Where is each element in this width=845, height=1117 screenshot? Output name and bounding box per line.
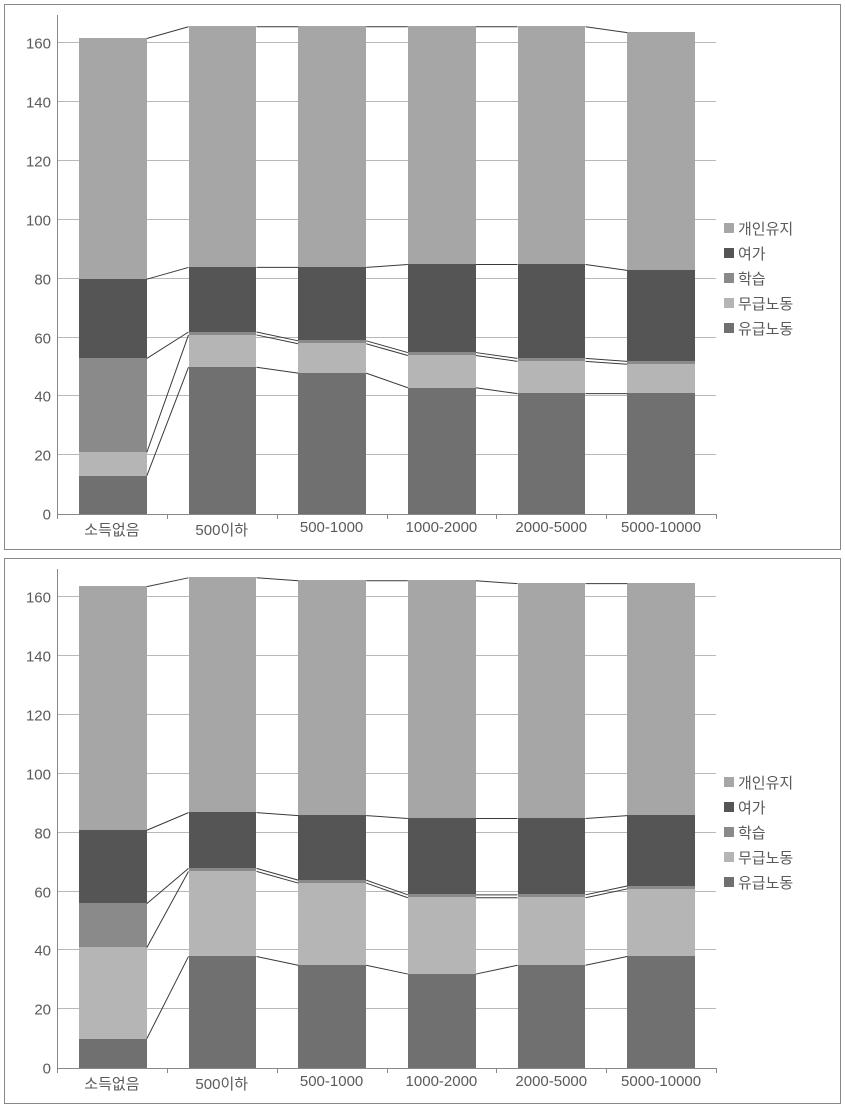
y-tick-label: 160: [26, 36, 51, 53]
legend-item: 무급노동: [724, 293, 834, 314]
legend-label: 여가: [738, 243, 766, 264]
x-tick-label: 소득없음: [84, 519, 139, 540]
y-tick-label: 40: [34, 389, 51, 406]
legend-item: 유급노동: [724, 318, 834, 339]
legend-swatch: [724, 802, 734, 812]
legend-swatch: [724, 273, 734, 283]
legend-label: 무급노동: [738, 293, 793, 314]
y-tick-label: 0: [43, 1061, 51, 1078]
legend-label: 개인유지: [738, 218, 793, 239]
y-tick-label: 100: [26, 212, 51, 229]
legend-swatch: [724, 777, 734, 787]
x-tick-label: 1000-2000: [406, 1073, 478, 1090]
y-axis: 020406080100120140160: [11, 15, 57, 515]
legend-item: 학습: [724, 822, 834, 843]
plot-area: [57, 569, 716, 1069]
legend-label: 무급노동: [738, 847, 793, 868]
x-tick-label: 500-1000: [300, 519, 363, 536]
plot-area: [57, 15, 716, 515]
y-tick-label: 60: [34, 330, 51, 347]
y-tick-label: 120: [26, 708, 51, 725]
chart-bottom: 0 20 40 60 80 100 120 140 160 소득없음 500이하 500-1000 10…: [4, 558, 841, 1104]
legend-label: 학습: [738, 822, 766, 843]
x-tick-label: 500-1000: [300, 1073, 363, 1090]
y-tick-label: 160: [26, 590, 51, 607]
legend-swatch: [724, 298, 734, 308]
y-tick-label: 40: [34, 943, 51, 960]
y-tick-label: 140: [26, 95, 51, 112]
legend-label: 유급노동: [738, 872, 793, 893]
x-tick-label: 소득없음: [84, 1073, 139, 1094]
y-tick-label: 0: [43, 507, 51, 524]
connector-lines: [58, 569, 716, 1068]
legend: 개인유지여가학습무급노동유급노동: [716, 15, 834, 541]
legend-label: 학습: [738, 268, 766, 289]
legend-swatch: [724, 248, 734, 258]
y-tick-label: 20: [34, 448, 51, 465]
chart-top: 0 20 40 60 80 100 120 140 160 소득없음 500이하 500-1000 10…: [4, 4, 841, 550]
y-tick-label: 140: [26, 649, 51, 666]
y-tick-label: 20: [34, 1002, 51, 1019]
x-tick-label: 2000-5000: [515, 519, 587, 536]
legend-item: 개인유지: [724, 218, 834, 239]
legend-item: 유급노동: [724, 872, 834, 893]
legend-swatch: [724, 827, 734, 837]
y-axis: 020406080100120140160: [11, 569, 57, 1069]
legend-swatch: [724, 323, 734, 333]
y-tick-label: 80: [34, 825, 51, 842]
y-tick-label: 80: [34, 271, 51, 288]
y-tick-label: 60: [34, 884, 51, 901]
legend-item: 학습: [724, 268, 834, 289]
connector-lines: [58, 15, 716, 514]
legend-item: 여가: [724, 797, 834, 818]
legend-swatch: [724, 223, 734, 233]
legend: 개인유지여가학습무급노동유급노동: [716, 569, 834, 1095]
legend-item: 개인유지: [724, 772, 834, 793]
x-tick-label: 2000-5000: [515, 1073, 587, 1090]
legend-item: 여가: [724, 243, 834, 264]
legend-swatch: [724, 877, 734, 887]
y-tick-label: 100: [26, 766, 51, 783]
y-tick-label: 120: [26, 154, 51, 171]
x-axis: 소득없음 500이하 500-1000 1000-2000 2000-5000 5000-…: [57, 1069, 716, 1095]
x-tick-label: 500이하: [195, 1073, 248, 1094]
x-tick-label: 500이하: [195, 519, 248, 540]
x-axis: 소득없음 500이하 500-1000 1000-2000 2000-5000 5000-…: [57, 515, 716, 541]
legend-label: 여가: [738, 797, 766, 818]
legend-item: 무급노동: [724, 847, 834, 868]
legend-label: 개인유지: [738, 772, 793, 793]
x-tick-label: 1000-2000: [406, 519, 478, 536]
legend-swatch: [724, 852, 734, 862]
x-tick-label: 5000-10000: [621, 519, 701, 536]
x-tick-label: 5000-10000: [621, 1073, 701, 1090]
legend-label: 유급노동: [738, 318, 793, 339]
